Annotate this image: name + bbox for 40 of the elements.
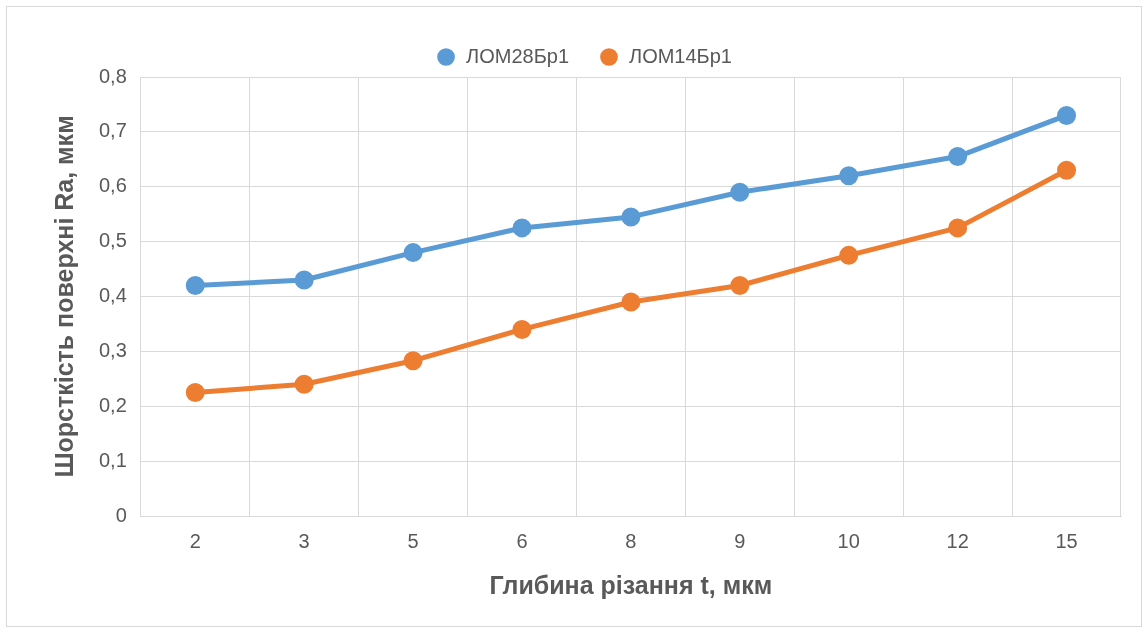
y-tick-label: 0	[115, 503, 127, 526]
y-tick-label: 0,5	[98, 229, 127, 252]
point	[185, 276, 205, 296]
point	[512, 319, 532, 339]
point	[185, 383, 205, 403]
x-tick-label: 5	[407, 529, 419, 552]
point	[839, 166, 859, 186]
point	[730, 182, 750, 202]
x-tick-label: 9	[734, 529, 746, 552]
point	[1057, 160, 1077, 180]
point	[948, 218, 968, 238]
point	[621, 207, 641, 227]
y-tick-label: 0,1	[98, 448, 127, 471]
x-tick-label: 8	[625, 529, 637, 552]
x-axis-title: Глибина різання t, мкм	[489, 570, 773, 599]
point	[294, 270, 314, 290]
x-tick-label: 2	[189, 529, 201, 552]
y-tick-label: 0,4	[98, 284, 127, 307]
y-axis-title: Шорсткість поверхні Ra, мкм	[49, 115, 78, 478]
legend-label: ЛОМ14Бр1	[629, 44, 732, 67]
point	[621, 292, 641, 312]
y-tick-label: 0,3	[98, 338, 127, 361]
point	[839, 245, 859, 265]
x-tick-label: 12	[946, 529, 969, 552]
x-tick-label: 15	[1055, 529, 1078, 552]
point	[403, 351, 423, 371]
y-tick-label: 0,6	[98, 174, 127, 197]
x-tick-label: 3	[298, 529, 310, 552]
y-tick-label: 0,2	[98, 393, 127, 416]
y-tick-label: 0,7	[98, 119, 127, 142]
point	[948, 147, 968, 167]
x-tick-label: 6	[516, 529, 528, 552]
point	[1057, 105, 1077, 125]
point	[730, 276, 750, 296]
point	[403, 243, 423, 263]
point	[294, 374, 314, 394]
y-tick-label: 0,8	[98, 64, 127, 87]
legend-label: ЛОМ28Бр1	[466, 44, 570, 67]
point	[512, 218, 532, 238]
x-tick-label: 10	[837, 529, 860, 552]
